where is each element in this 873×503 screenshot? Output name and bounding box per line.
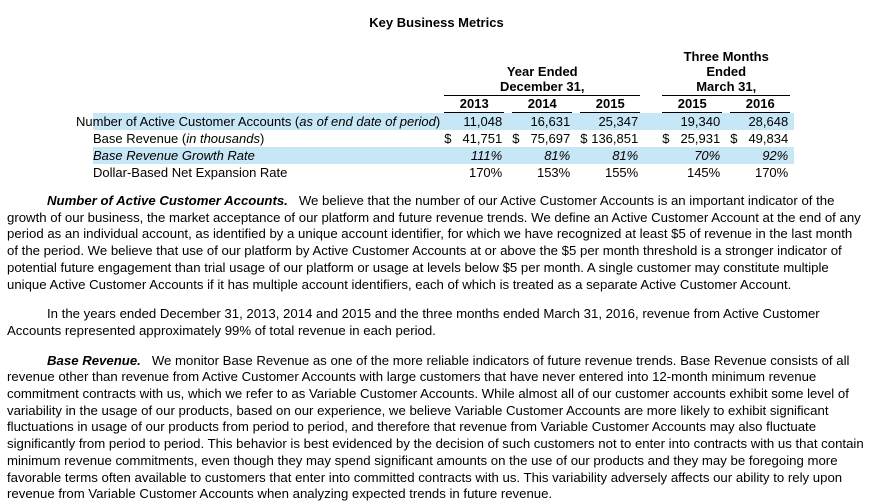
col-group-three-months-line2: Ended	[706, 64, 747, 79]
col-group-year-ended-line1: Year Ended	[506, 64, 578, 79]
metric-value-cell: 170%	[754, 165, 789, 180]
currency-symbol: $	[662, 131, 670, 146]
empty-cell	[93, 49, 440, 96]
paragraph-active-customer-accounts: Number of Active Customer Accounts. We be…	[7, 193, 866, 293]
metric-value-cell: 19,340	[680, 114, 721, 129]
metric-value-cell: 70%	[694, 148, 721, 163]
col-group-year-ended-line2: December 31,	[499, 79, 585, 94]
paragraph-text: We believe that the number of our Active…	[7, 193, 861, 292]
year-header-2015: 2015	[576, 96, 644, 113]
col-group-year-ended: Year Ended December 31,	[440, 49, 644, 96]
metric-value-cell: $25,931	[662, 131, 721, 146]
page-title: Key Business Metrics	[369, 15, 504, 30]
table-row-growth-rate: Base Revenue Growth Rate 111% 81% 81% 70…	[93, 147, 795, 164]
metric-value-cell: 81%	[612, 148, 639, 163]
metric-label-text: Base Revenue Growth Rate	[93, 148, 255, 163]
paragraph-base-revenue: Base Revenue. We monitor Base Revenue as …	[7, 353, 866, 503]
metric-label: Dollar-Based Net Expansion Rate	[93, 164, 440, 181]
year-header-q-2015: 2015	[658, 96, 726, 113]
metric-value-cell: 170%	[468, 165, 503, 180]
metric-label-text: Base Revenue (	[93, 131, 187, 146]
table-row-net-expansion: Dollar-Based Net Expansion Rate 170% 153…	[93, 164, 794, 181]
metric-value-cell: 11,048	[463, 114, 503, 129]
table-group-header-row: Year Ended December 31, Three Months End…	[93, 49, 794, 96]
metric-label-italic: in thousands	[186, 131, 260, 146]
year-header-2014: 2014	[508, 96, 576, 113]
col-group-three-months: Three Months Ended March 31,	[658, 49, 794, 96]
metric-value-cell: $41,751	[444, 131, 503, 146]
spacer-cell	[644, 164, 658, 181]
table-row-active-accounts: Number of Active Customer Accounts (as o…	[76, 113, 795, 130]
spacer-cell	[644, 113, 658, 130]
paragraph-revenue-concentration: In the years ended December 31, 2013, 20…	[7, 306, 866, 339]
metric-value-cell: $49,834	[730, 131, 789, 146]
metric-value-cell: 25,347	[598, 114, 639, 129]
paragraph-lead: Base Revenue.	[47, 352, 141, 368]
currency-symbol: $	[512, 131, 520, 146]
table-row-base-revenue: Base Revenue (in thousands) $41,751 $75,…	[93, 130, 794, 147]
metric-value-cell: 81%	[544, 148, 571, 163]
metric-label-suffix: )	[259, 131, 265, 146]
paragraph-text: We monitor Base Revenue as one of the mo…	[7, 352, 864, 502]
metric-value-cell: 111%	[470, 148, 503, 163]
currency-symbol: $	[730, 131, 738, 146]
metric-value-cell: 92%	[762, 148, 789, 163]
currency-symbol: $	[444, 131, 452, 146]
paragraph-text: In the years ended December 31, 2013, 20…	[7, 306, 820, 338]
metric-value-cell: 145%	[686, 165, 721, 180]
metric-label-suffix: )	[435, 114, 441, 129]
metric-value-cell: 155%	[604, 165, 639, 180]
metric-label-italic: as of end date of period	[299, 114, 436, 129]
year-header-q-2016: 2016	[726, 96, 794, 113]
year-header-2013: 2013	[440, 96, 508, 113]
currency-symbol: $	[580, 131, 588, 146]
metric-value-cell: 28,648	[748, 114, 789, 129]
empty-cell	[93, 96, 440, 113]
spacer-cell	[644, 96, 658, 113]
spacer-cell	[644, 49, 658, 96]
metric-label: Base Revenue (in thousands)	[93, 130, 440, 147]
key-business-metrics-table: Year Ended December 31, Three Months End…	[76, 49, 795, 181]
metric-value-cell: $75,697	[512, 131, 571, 146]
metric-label: Number of Active Customer Accounts (as o…	[76, 113, 441, 130]
metric-label-text: Dollar-Based Net Expansion Rate	[93, 165, 288, 180]
metric-label: Base Revenue Growth Rate	[93, 147, 440, 164]
spacer-cell	[644, 147, 658, 164]
col-group-three-months-line1: Three Months	[683, 49, 769, 64]
paragraph-lead: Number of Active Customer Accounts.	[47, 193, 288, 208]
col-group-three-months-line3: March 31,	[696, 79, 757, 94]
table-years-row: 2013 2014 2015 2015 2016	[93, 96, 794, 113]
metric-value-cell: $136,851	[580, 131, 639, 146]
spacer-cell	[644, 130, 658, 147]
metric-value-cell: 16,631	[530, 114, 571, 129]
metric-value-cell: 153%	[536, 165, 571, 180]
metric-label-text: Number of Active Customer Accounts (	[76, 114, 300, 129]
